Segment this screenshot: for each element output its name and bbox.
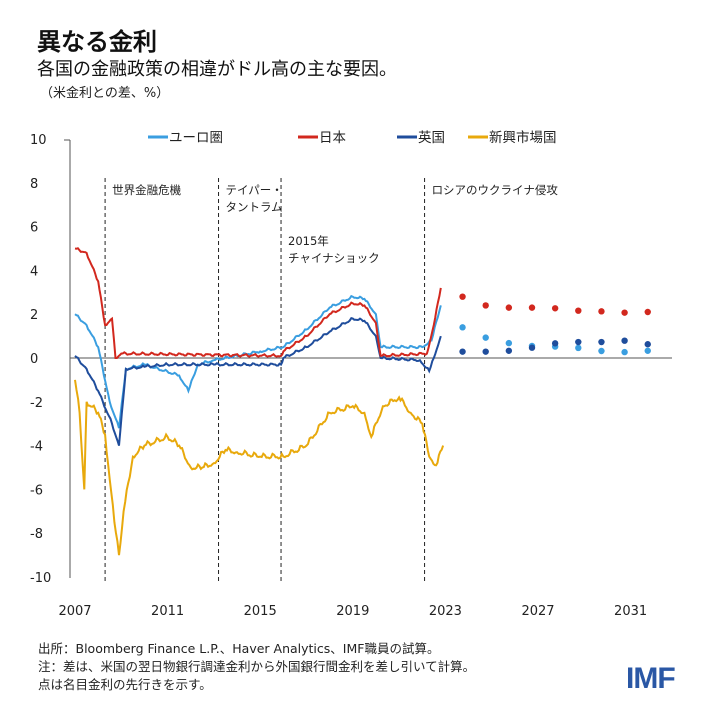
forecast-dot <box>644 341 651 348</box>
legend-label: 日本 <box>319 130 346 146</box>
x-tick-label: 2023 <box>429 604 462 619</box>
forecast-dot <box>598 338 605 346</box>
y-tick-label: -2 <box>30 396 43 411</box>
forecast-dot <box>459 293 466 300</box>
method-note: 注：差は、米国の翌日物銀行調達金利から外国銀行間金利を差し引いて計算。 <box>38 659 476 674</box>
series-line-0 <box>74 294 442 429</box>
source-note: 出所：Bloomberg Finance L.P.、Haver Analytic… <box>38 641 440 656</box>
event-label: タントラム <box>226 200 283 214</box>
forecast-dot <box>528 304 536 311</box>
forecast-dot <box>621 337 628 344</box>
legend-label: 英国 <box>418 129 445 146</box>
x-tick-label: 2019 <box>336 604 369 619</box>
y-tick-label: -8 <box>30 527 43 542</box>
y-tick-label: 10 <box>30 133 47 148</box>
forecast-dot <box>459 324 466 331</box>
legend-label: ユーロ圏 <box>169 130 223 146</box>
forecast-dot <box>644 347 651 354</box>
x-tick-label: 2011 <box>151 604 184 619</box>
x-tick-label: 2015 <box>244 604 277 619</box>
forecast-dot <box>598 308 605 315</box>
forecast-dot <box>575 338 582 346</box>
y-tick-label: 0 <box>30 352 38 367</box>
forecast-dot <box>551 340 559 347</box>
forecast-dot <box>505 304 513 311</box>
forecast-note: 点は名目金利の先行きを示す。 <box>38 677 212 692</box>
x-tick-label: 2031 <box>614 604 647 619</box>
series-line-3 <box>74 379 445 556</box>
forecast-dot <box>644 308 651 316</box>
forecast-dot <box>482 302 489 309</box>
forecast-dot <box>505 347 513 354</box>
y-tick-label: 4 <box>30 264 38 279</box>
y-tick-label: -6 <box>30 483 43 498</box>
imf-logo: IMF <box>626 662 676 695</box>
event-label: 世界金融危機 <box>112 183 181 197</box>
forecast-dot <box>598 347 605 355</box>
forecast-dot <box>575 307 582 314</box>
y-tick-label: -10 <box>30 571 51 586</box>
forecast-dot <box>551 305 559 312</box>
y-tick-label: 8 <box>30 177 38 192</box>
y-axis-unit: （米金利との差、%） <box>40 86 170 101</box>
event-label: チャイナショック <box>288 251 380 265</box>
x-tick-label: 2007 <box>58 604 91 619</box>
forecast-dot <box>459 348 466 355</box>
forecast-dot <box>482 348 489 355</box>
chart-subtitle: 各国の金融政策の相違がドル高の主な要因。 <box>37 59 397 80</box>
forecast-dot <box>621 348 628 356</box>
chart-plot: 10 8 6 4 2 0 -2 -4 -6 -8 -10 2007 2011 2015 2019 2023 20… <box>30 129 672 619</box>
series-line-1 <box>74 247 442 359</box>
legend-label: 新興市場国 <box>489 129 557 146</box>
forecast-dot <box>575 344 582 352</box>
event-label: テイパー・ <box>226 183 283 197</box>
forecast-dot <box>505 339 513 347</box>
forecast-dot <box>482 334 489 341</box>
series-line-2 <box>74 317 442 446</box>
forecast-dot <box>528 344 536 351</box>
forecast-dot <box>621 309 628 316</box>
x-tick-label: 2027 <box>521 604 554 619</box>
y-tick-label: -4 <box>30 440 43 455</box>
event-label: ロシアのウクライナ侵攻 <box>432 183 559 197</box>
chart-title: 異なる金利 <box>37 28 157 56</box>
y-tick-label: 2 <box>30 308 38 323</box>
event-label: 2015年 <box>288 234 329 248</box>
y-tick-label: 6 <box>30 221 38 236</box>
